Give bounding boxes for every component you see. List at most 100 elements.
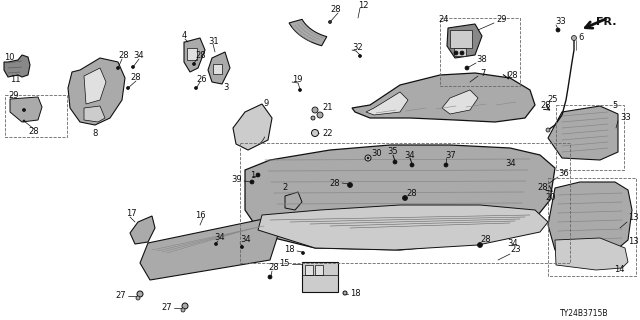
Circle shape: [477, 243, 483, 247]
Text: 27: 27: [115, 292, 126, 300]
Text: 34: 34: [133, 51, 143, 60]
Polygon shape: [548, 182, 632, 258]
Text: 34: 34: [240, 236, 251, 244]
Circle shape: [312, 130, 319, 137]
Bar: [187, 48, 197, 60]
Text: 34: 34: [404, 150, 415, 159]
Text: 26: 26: [196, 75, 207, 84]
Circle shape: [367, 157, 369, 159]
Text: 38: 38: [476, 55, 487, 65]
Text: 18: 18: [284, 244, 295, 253]
Text: 23: 23: [510, 245, 520, 254]
Polygon shape: [4, 55, 30, 77]
Text: 5: 5: [612, 101, 617, 110]
Circle shape: [241, 245, 243, 249]
Text: 14: 14: [614, 266, 625, 275]
Text: 16: 16: [195, 211, 205, 220]
Text: 33: 33: [620, 114, 631, 123]
Polygon shape: [84, 106, 105, 122]
Polygon shape: [548, 106, 618, 160]
Text: 24: 24: [438, 15, 449, 25]
Polygon shape: [208, 52, 230, 84]
Text: 34: 34: [507, 238, 518, 247]
Text: 19: 19: [292, 76, 303, 84]
Text: 15: 15: [280, 259, 290, 268]
Circle shape: [403, 196, 408, 201]
Polygon shape: [130, 216, 155, 244]
Text: 10: 10: [4, 52, 15, 61]
Bar: [315, 265, 323, 275]
Circle shape: [116, 67, 120, 69]
Text: 22: 22: [322, 129, 333, 138]
Text: 28: 28: [118, 51, 129, 60]
Text: 21: 21: [322, 103, 333, 113]
Text: 28: 28: [130, 74, 141, 83]
Bar: [548, 178, 636, 276]
Circle shape: [22, 108, 26, 111]
Polygon shape: [289, 19, 327, 46]
Circle shape: [312, 107, 318, 113]
Bar: [240, 143, 570, 263]
Text: 39: 39: [232, 175, 242, 185]
Text: 9: 9: [264, 100, 269, 108]
Circle shape: [214, 243, 218, 245]
Text: 36: 36: [558, 170, 569, 179]
Text: 28: 28: [268, 263, 278, 273]
Text: 1: 1: [250, 171, 255, 180]
Circle shape: [465, 66, 469, 70]
Polygon shape: [442, 90, 478, 114]
Circle shape: [137, 291, 143, 297]
Text: 34: 34: [214, 234, 225, 243]
Circle shape: [181, 308, 185, 312]
Text: 20: 20: [545, 194, 556, 203]
Polygon shape: [555, 238, 628, 270]
Text: 27: 27: [161, 303, 172, 313]
Text: 28: 28: [538, 183, 548, 193]
Circle shape: [343, 291, 347, 295]
Circle shape: [572, 36, 577, 41]
Text: 28: 28: [507, 70, 518, 79]
Circle shape: [182, 303, 188, 309]
Circle shape: [256, 173, 260, 177]
Text: 6: 6: [578, 34, 584, 43]
Circle shape: [311, 116, 315, 120]
Polygon shape: [352, 73, 535, 122]
Text: 31: 31: [208, 36, 219, 45]
Polygon shape: [245, 145, 555, 250]
Polygon shape: [84, 68, 106, 104]
Bar: [440, 18, 520, 86]
Circle shape: [444, 163, 448, 167]
Circle shape: [365, 155, 371, 161]
Circle shape: [195, 86, 198, 90]
Circle shape: [454, 51, 458, 55]
Circle shape: [193, 62, 195, 66]
Text: TY24B3715B: TY24B3715B: [560, 308, 609, 317]
Circle shape: [410, 163, 414, 167]
Bar: [302, 262, 338, 292]
Circle shape: [250, 180, 254, 184]
Text: 28: 28: [330, 179, 340, 188]
Polygon shape: [10, 97, 42, 122]
Circle shape: [393, 160, 397, 164]
Circle shape: [348, 182, 353, 188]
Text: 13: 13: [628, 237, 639, 246]
Text: FR.: FR.: [596, 17, 616, 27]
Circle shape: [268, 275, 272, 279]
Circle shape: [23, 120, 25, 122]
Text: 18: 18: [350, 290, 360, 299]
Text: 28: 28: [195, 52, 205, 60]
Circle shape: [131, 66, 134, 68]
Circle shape: [317, 112, 323, 118]
Text: 13: 13: [628, 213, 639, 222]
Circle shape: [546, 128, 550, 132]
Bar: [305, 265, 313, 275]
Text: 29: 29: [8, 91, 19, 100]
Bar: [556, 105, 624, 170]
Text: 25: 25: [547, 95, 558, 105]
Bar: [213, 64, 222, 74]
Text: 28: 28: [406, 189, 417, 198]
Text: 33: 33: [555, 18, 566, 27]
Text: 37: 37: [445, 150, 456, 159]
Circle shape: [136, 296, 140, 300]
Circle shape: [127, 86, 129, 90]
